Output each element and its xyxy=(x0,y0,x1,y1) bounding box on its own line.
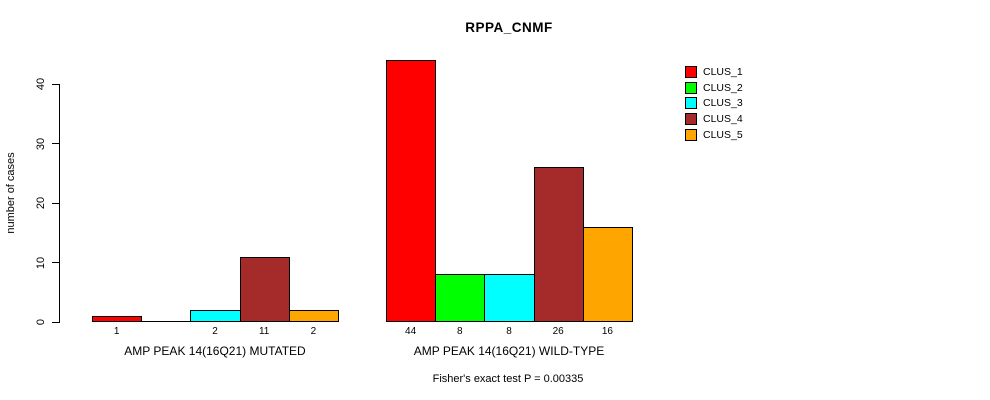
zero-bar-clus_2-group1 xyxy=(141,321,191,322)
bar-value-label: 2 xyxy=(212,326,218,337)
bar-value-label: 16 xyxy=(601,326,613,337)
legend-label: CLUS_1 xyxy=(703,66,743,78)
legend-swatch-clus_3 xyxy=(685,97,697,110)
bar-clus_2-group2 xyxy=(435,274,485,322)
y-tick-mark xyxy=(52,83,59,85)
bar-value-label: 44 xyxy=(405,326,417,337)
legend-item-clus_2: CLUS_2 xyxy=(685,81,743,94)
bar-clus_5-group2 xyxy=(583,227,633,322)
legend-label: CLUS_3 xyxy=(703,97,743,110)
legend-swatch-clus_2 xyxy=(685,81,697,94)
legend-item-clus_1: CLUS_1 xyxy=(685,66,743,78)
bar-clus_4-group2 xyxy=(534,167,584,322)
y-tick-mark xyxy=(52,143,59,144)
y-axis-line xyxy=(59,84,60,323)
y-tick-mark xyxy=(52,321,59,323)
legend-label: CLUS_4 xyxy=(703,113,743,126)
legend-label: CLUS_5 xyxy=(703,128,743,141)
bar-clus_5-group1 xyxy=(289,310,339,322)
legend-label: CLUS_2 xyxy=(703,81,743,94)
bar-clus_4-group1 xyxy=(240,257,290,322)
y-tick-mark xyxy=(52,202,59,204)
bar-value-label: 11 xyxy=(258,326,270,337)
bar-clus_1-group2 xyxy=(386,60,436,322)
group-label-1: AMP PEAK 14(16Q21) MUTATED xyxy=(124,344,306,358)
bar-clus_1-group1 xyxy=(92,316,142,322)
legend-swatch-clus_4 xyxy=(685,113,697,126)
legend-swatch-clus_5 xyxy=(685,128,697,141)
group-label-2: AMP PEAK 14(16Q21) WILD-TYPE xyxy=(413,344,605,358)
bar-value-label: 26 xyxy=(552,326,564,337)
legend-item-clus_5: CLUS_5 xyxy=(685,128,743,141)
bar-value-label: 8 xyxy=(457,326,463,337)
legend-swatch-clus_1 xyxy=(685,66,697,78)
legend-item-clus_4: CLUS_4 xyxy=(685,113,743,126)
y-tick-label: 30 xyxy=(35,137,47,150)
bar-clus_3-group2 xyxy=(484,274,535,322)
chart-title: RPPA_CNMF xyxy=(465,20,553,35)
y-axis-label: number of cases xyxy=(5,152,17,234)
y-tick-label: 20 xyxy=(35,196,47,210)
fisher-test-annotation: Fisher's exact test P = 0.00335 xyxy=(432,373,584,385)
bar-value-label: 8 xyxy=(506,326,512,337)
legend-item-clus_3: CLUS_3 xyxy=(685,97,743,110)
bar-clus_3-group1 xyxy=(190,310,241,322)
y-tick-label: 0 xyxy=(35,318,47,326)
bar-value-label: 1 xyxy=(113,326,120,337)
y-tick-mark xyxy=(52,262,59,263)
bar-value-label: 2 xyxy=(310,326,317,337)
legend: CLUS_1 CLUS_2 CLUS_3 CLUS_4 CLUS_5 xyxy=(685,66,743,144)
y-tick-label: 10 xyxy=(35,256,47,269)
y-tick-label: 40 xyxy=(35,77,47,91)
